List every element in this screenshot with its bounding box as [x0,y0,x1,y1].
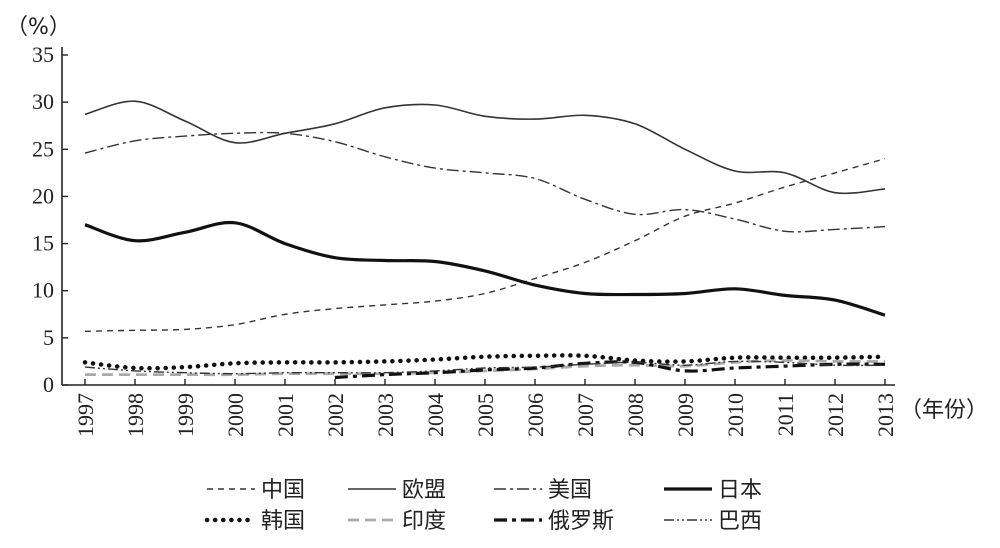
series-line-4 [84,220,886,317]
x-tick-label: 2005 [473,393,498,437]
series-line-8 [84,360,886,375]
series-line-7 [334,360,886,380]
series-line-2 [84,100,886,195]
x-tick-label: 2007 [573,393,598,437]
x-tick-label: 2011 [773,393,798,436]
axes [61,47,895,386]
x-tick-label: 2001 [273,393,298,437]
legend-label: 日本 [718,478,762,503]
y-tick-label: 0 [43,372,54,397]
x-tick-label: 2008 [623,393,648,437]
y-axis-unit-label: （%） [6,15,71,40]
y-tick-label: 25 [32,136,54,161]
x-tick-label: 2000 [223,393,248,437]
y-tick-label: 35 [32,42,54,67]
x-tick-label: 2012 [823,393,848,437]
x-axis-unit-label: （年份） [900,398,988,423]
x-tick-label: 2013 [873,393,898,437]
x-tick-label: 2002 [323,393,348,437]
x-tick-label: 2003 [373,393,398,437]
legend-label: 印度 [402,509,446,534]
x-tick-label: 2009 [673,393,698,437]
legend-label: 韩国 [261,509,305,534]
series-line-5 [82,353,888,371]
x-tick-label: 1999 [173,393,198,437]
series-line-3 [84,131,886,233]
legend-label: 中国 [261,478,305,503]
legend-label: 巴西 [718,509,762,534]
y-tick-label: 30 [32,89,54,114]
y-tick-label: 15 [32,231,54,256]
legend-label: 欧盟 [402,478,446,503]
x-axis-ticks: 1997 1998 1999 2000 2001 2002 2003 2004 2005 2006… [73,379,898,437]
y-axis-ticks: 0 5 10 15 20 25 30 35 [32,42,68,397]
y-tick-label: 5 [43,325,54,350]
x-tick-label: 2010 [723,393,748,437]
series-line-6 [85,359,886,377]
y-tick-label: 10 [32,278,54,303]
series-line-1 [84,158,886,332]
legend-label: 美国 [548,478,592,503]
series-lines [82,100,888,380]
x-tick-label: 2006 [523,393,548,437]
x-tick-label: 1998 [123,393,148,437]
y-tick-label: 20 [32,183,54,208]
x-tick-label: 2004 [423,393,448,437]
legend-label: 俄罗斯 [548,509,614,534]
x-tick-label: 1997 [73,393,98,437]
